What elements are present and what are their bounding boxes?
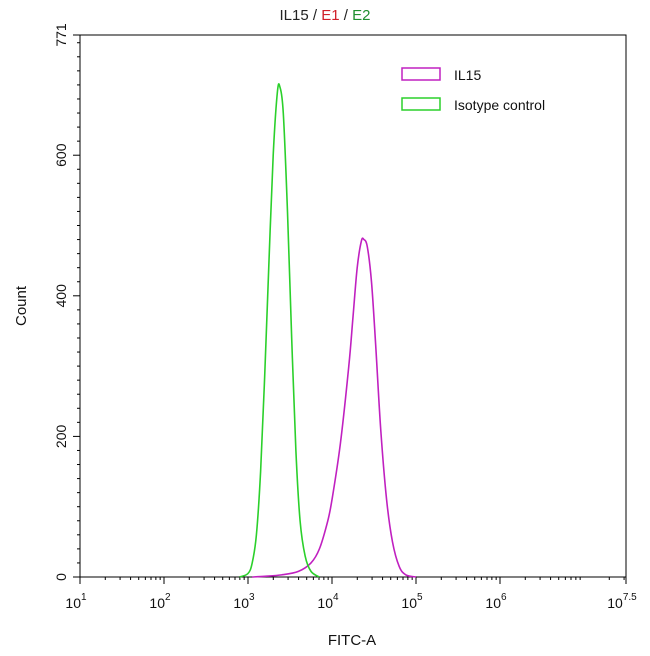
x-tick-label: 107.5 [607, 592, 637, 611]
x-tick-label: 105 [401, 592, 423, 611]
chart-title-part: / [309, 7, 322, 24]
legend-swatch [401, 97, 441, 111]
chart-title: IL15 / E1 / E2 [280, 7, 371, 24]
legend-label: Isotype control [454, 97, 545, 113]
y-tick-label: 771 [53, 23, 69, 47]
x-tick-label: 103 [233, 592, 255, 611]
y-tick-label: 400 [53, 284, 69, 308]
chart-title-part: IL15 [280, 7, 309, 24]
x-axis-label: FITC-A [328, 632, 376, 649]
legend-label: IL15 [454, 67, 481, 83]
plot-frame [79, 34, 627, 578]
series-line-0 [252, 237, 417, 578]
y-tick-label: 600 [53, 143, 69, 167]
plot-border [79, 34, 627, 578]
x-axis: 101 102 103 104 105 106 107.5 [65, 577, 637, 611]
chart-title-part: / [340, 7, 353, 24]
chart-title-part: E1 [321, 7, 339, 24]
y-tick-label: 0 [53, 573, 69, 581]
x-tick-label: 101 [65, 592, 87, 611]
series-layer [239, 83, 417, 578]
chart-title-part: E2 [352, 7, 370, 24]
x-tick-label: 106 [485, 592, 507, 611]
legend: IL15 Isotype control [401, 67, 545, 113]
y-axis: 0 200 400 600 771 [53, 23, 80, 581]
x-tick-label: 102 [149, 592, 171, 611]
y-axis-label: Count [13, 285, 30, 326]
x-tick-label: 104 [317, 592, 339, 611]
series-line-1 [239, 83, 320, 578]
legend-swatch [401, 67, 441, 81]
y-tick-label: 200 [53, 425, 69, 449]
